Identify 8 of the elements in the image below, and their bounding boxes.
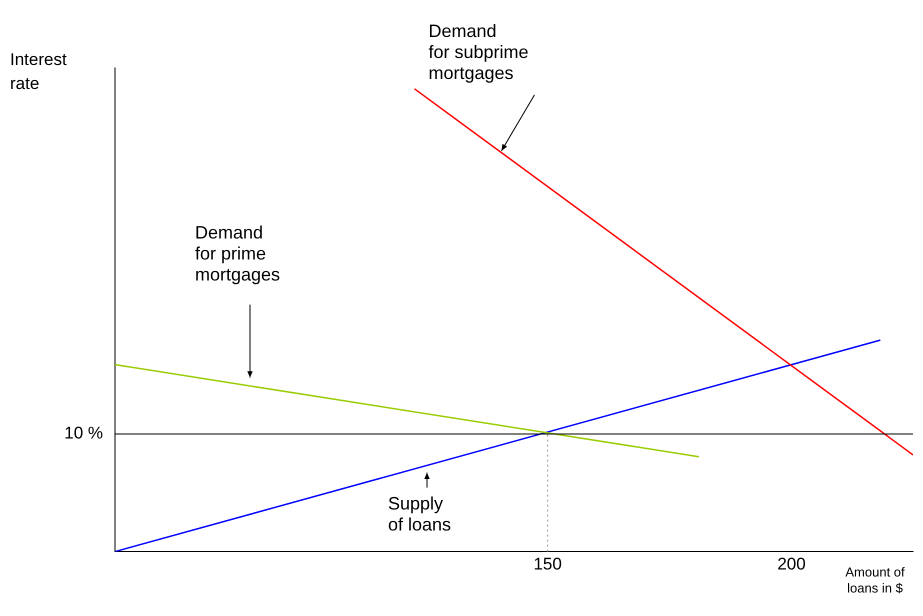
x-tick-label: 200 bbox=[777, 554, 806, 574]
text: Demand for prime mortgages bbox=[195, 222, 280, 285]
x-tick-label: 150 bbox=[533, 554, 562, 574]
text: 10 % bbox=[64, 424, 103, 443]
series-label: Demand for subprime mortgages bbox=[428, 20, 529, 83]
x-axis-title: Amount of loans in $ bbox=[845, 564, 906, 596]
series-label: Supply of loans bbox=[388, 494, 452, 535]
y-axis-title: Interest rate bbox=[10, 50, 67, 94]
